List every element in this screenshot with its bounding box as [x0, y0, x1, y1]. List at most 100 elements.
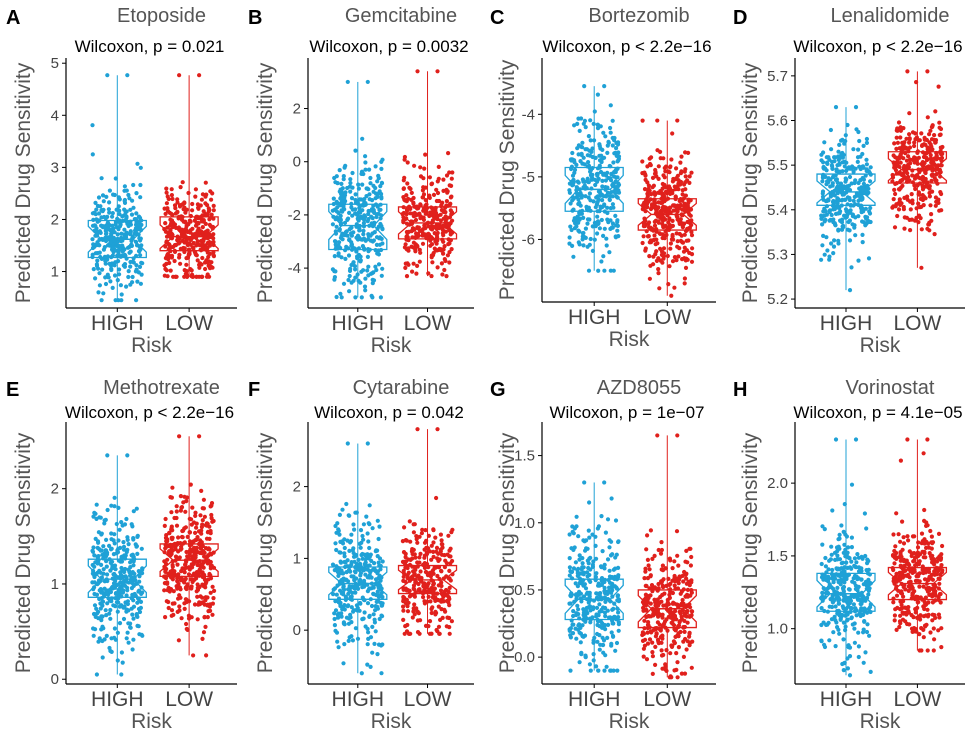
data-point	[126, 269, 131, 274]
data-point	[197, 570, 202, 575]
data-point	[820, 189, 826, 194]
box-high	[328, 203, 388, 251]
data-point	[369, 603, 375, 609]
data-point	[195, 258, 200, 263]
data-point	[672, 583, 677, 588]
data-point	[570, 529, 575, 534]
data-point	[176, 638, 181, 643]
data-point	[601, 130, 606, 135]
data-point	[406, 262, 411, 267]
data-point	[580, 565, 585, 570]
data-point	[193, 231, 198, 236]
data-point	[338, 217, 343, 222]
data-point	[645, 641, 651, 646]
data-point	[127, 569, 132, 574]
data-point	[100, 599, 105, 604]
data-point	[576, 612, 581, 617]
data-point	[581, 215, 586, 220]
data-point	[443, 558, 448, 563]
data-point	[926, 222, 931, 227]
data-point	[648, 629, 653, 634]
x-tick-label: HIGH	[568, 306, 621, 329]
data-point	[600, 147, 605, 152]
data-point	[585, 153, 590, 158]
data-point	[644, 583, 649, 589]
x-tick-label: HIGH	[332, 312, 385, 335]
data-point	[917, 138, 922, 143]
data-point	[190, 505, 195, 510]
data-point	[134, 267, 139, 272]
data-point	[680, 240, 685, 245]
data-point	[342, 545, 347, 551]
data-point	[172, 571, 177, 577]
data-point	[602, 566, 607, 571]
data-point	[839, 220, 845, 225]
data-point	[334, 630, 340, 635]
x-axis-label: Risk	[371, 710, 412, 733]
data-point	[597, 142, 602, 147]
data-point	[173, 274, 178, 279]
data-point	[358, 545, 363, 550]
data-point	[933, 195, 938, 200]
data-point	[110, 253, 115, 258]
data-point	[137, 599, 142, 604]
data-point	[654, 237, 659, 242]
data-point	[440, 200, 445, 205]
data-point	[120, 660, 125, 665]
data-point	[678, 220, 683, 225]
data-point	[682, 629, 687, 634]
data-point	[447, 183, 452, 188]
data-point	[413, 555, 418, 560]
data-point	[597, 647, 602, 652]
data-point	[445, 552, 450, 557]
data-point	[211, 216, 216, 221]
data-point	[612, 174, 617, 179]
data-point	[674, 602, 679, 607]
data-point	[912, 183, 917, 188]
data-point	[830, 181, 835, 186]
data-point	[370, 650, 375, 655]
data-point	[656, 611, 661, 616]
data-point	[369, 575, 374, 580]
data-point	[179, 569, 184, 574]
data-point	[605, 185, 610, 190]
data-point	[610, 194, 615, 199]
data-point	[193, 250, 198, 255]
data-point	[338, 291, 343, 296]
data-point	[658, 594, 663, 600]
data-point	[579, 195, 584, 200]
wilcoxon-annotation: Wilcoxon, p = 0.0032	[309, 37, 468, 56]
data-point	[124, 607, 129, 612]
data-point	[128, 207, 133, 212]
data-point	[170, 601, 175, 606]
data-point	[686, 226, 692, 231]
data-point	[685, 594, 690, 599]
x-axis-label: Risk	[371, 334, 412, 357]
data-point	[656, 219, 661, 224]
data-point	[178, 185, 183, 190]
data-point	[905, 197, 910, 202]
data-point	[416, 587, 421, 592]
data-point	[193, 194, 198, 199]
data-point	[654, 249, 659, 254]
data-point	[891, 197, 896, 202]
data-point	[203, 624, 208, 629]
data-point	[613, 213, 618, 218]
data-point	[645, 205, 650, 210]
data-point	[605, 635, 610, 640]
data-point	[335, 639, 340, 644]
data-point	[135, 161, 140, 166]
data-point	[401, 574, 406, 579]
y-tick-label: 2	[51, 211, 59, 228]
data-point	[847, 218, 852, 223]
data-point	[104, 552, 110, 557]
data-point	[830, 166, 835, 171]
data-point	[594, 571, 599, 576]
data-point	[598, 591, 603, 596]
data-point	[191, 539, 196, 544]
data-point	[343, 256, 348, 261]
data-point	[349, 243, 354, 248]
data-point	[108, 589, 113, 595]
data-point	[681, 639, 686, 644]
data-point	[587, 594, 592, 599]
